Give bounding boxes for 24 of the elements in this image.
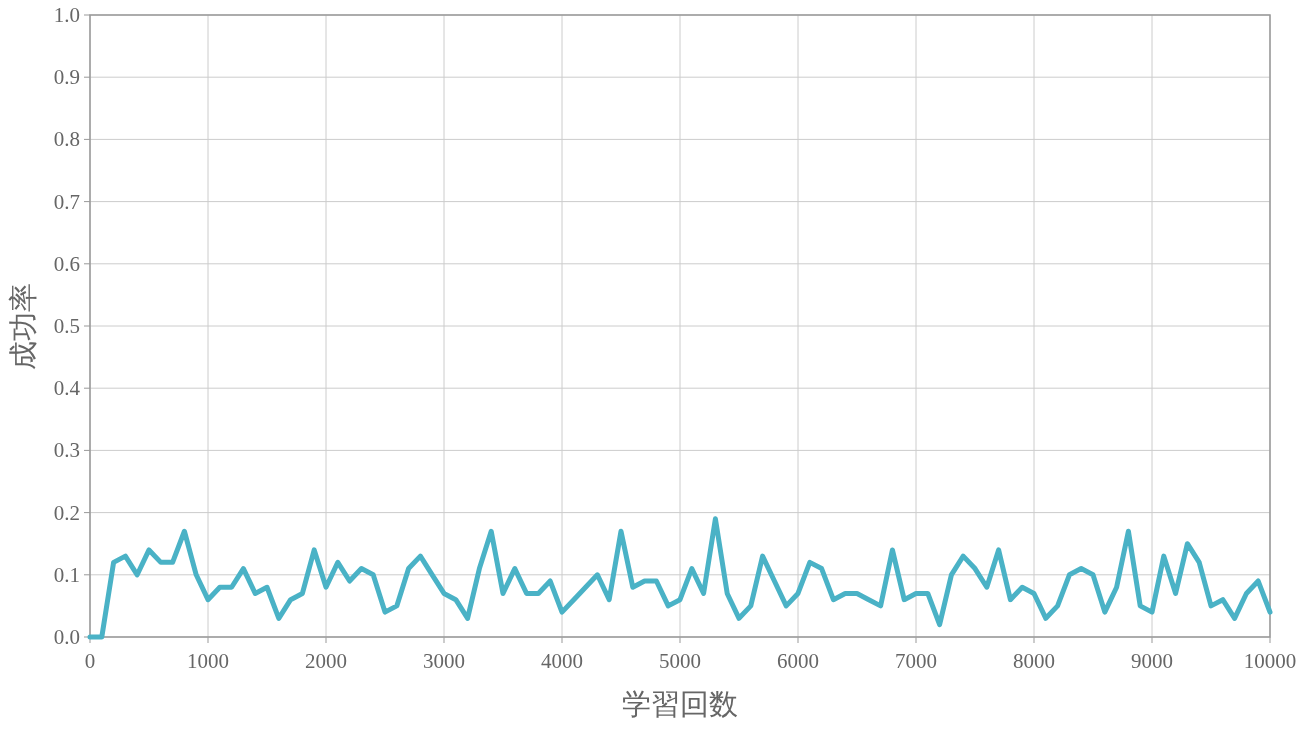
y-tick-label: 0.0 (53, 625, 80, 649)
y-tick-label: 0.3 (53, 438, 80, 463)
y-tick-label: 0.1 (53, 562, 80, 587)
y-axis-title: 成功率 (6, 282, 40, 370)
y-tick-label: 0.9 (53, 65, 80, 90)
x-axis-title: 学習回数 (622, 687, 738, 721)
x-tick-label: 6000 (777, 649, 819, 673)
y-tick-label: 0.8 (53, 127, 80, 152)
x-tick-label: 3000 (423, 649, 465, 673)
x-tick-label: 9000 (1131, 649, 1173, 673)
y-tick-label: 0.7 (53, 189, 80, 214)
y-tick-label: 1.0 (53, 3, 80, 27)
y-tick-label: 0.4 (53, 376, 81, 401)
x-tick-label: 1000 (187, 649, 229, 673)
x-tick-label: 7000 (895, 649, 937, 673)
y-tick-label: 0.6 (53, 251, 80, 276)
x-tick-label: 4000 (541, 649, 583, 673)
x-tick-label: 10000 (1243, 649, 1297, 673)
x-tick-label: 8000 (1013, 649, 1055, 673)
x-tick-label: 2000 (305, 649, 347, 673)
x-tick-label: 0 (84, 649, 96, 673)
y-tick-label: 0.5 (53, 314, 80, 338)
x-tick-label: 5000 (659, 649, 701, 673)
y-tick-label: 0.2 (53, 500, 80, 525)
